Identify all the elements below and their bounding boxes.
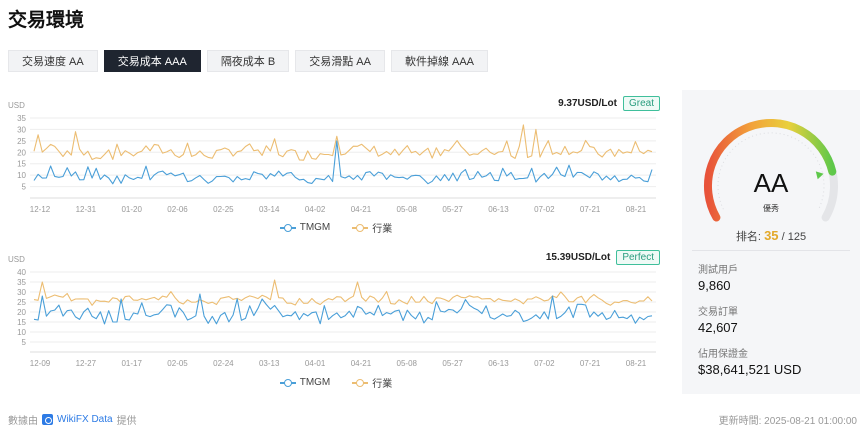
rank-line: 排名: 35 / 125 bbox=[682, 228, 860, 244]
x-tick-label: 07-21 bbox=[580, 205, 601, 214]
stat-value-margin: $38,641,521 USD bbox=[698, 362, 802, 377]
y-tick-label: 35 bbox=[17, 278, 26, 287]
data-source-prefix: 數據由 bbox=[8, 416, 38, 427]
score-grade: AA bbox=[753, 168, 789, 198]
x-tick-label: 02-24 bbox=[213, 359, 234, 368]
x-tick-label: 05-27 bbox=[442, 359, 463, 368]
y-tick-label: 5 bbox=[22, 338, 27, 347]
y-tick-label: 10 bbox=[17, 328, 26, 337]
stat-label-orders: 交易訂單 bbox=[698, 307, 738, 318]
x-tick-label: 04-21 bbox=[351, 359, 372, 368]
y-tick-label: 40 bbox=[17, 268, 26, 277]
y-unit-label: USD bbox=[8, 101, 25, 110]
tab-overnight-cost[interactable]: 隔夜成本 B bbox=[206, 50, 290, 72]
tab-bar: 交易速度 AA 交易成本 AAA 隔夜成本 B 交易滑點 AA 軟件掉線 AAA bbox=[8, 50, 489, 72]
x-tick-label: 05-27 bbox=[442, 205, 463, 214]
y-tick-label: 30 bbox=[17, 125, 26, 134]
gauge-fill bbox=[703, 119, 837, 222]
y-tick-label: 30 bbox=[17, 288, 26, 297]
page-title: 交易環境 bbox=[8, 10, 85, 31]
x-tick-label: 01-17 bbox=[121, 359, 142, 368]
series-line-industry[interactable] bbox=[33, 279, 653, 306]
x-tick-label: 07-02 bbox=[534, 205, 555, 214]
y-tick-label: 25 bbox=[17, 137, 26, 146]
stat-label-margin: 佔用保證金 bbox=[698, 349, 748, 360]
data-source-brand[interactable]: WikiFX Data bbox=[57, 414, 113, 425]
x-tick-label: 07-21 bbox=[580, 359, 601, 368]
data-source-suffix: 提供 bbox=[116, 416, 137, 427]
series-line-tmgm[interactable] bbox=[33, 293, 653, 325]
chart-2-legend: TMGM 行業 bbox=[8, 375, 664, 390]
legend-item-industry[interactable]: 行業 bbox=[352, 375, 392, 390]
y-tick-label: 25 bbox=[17, 298, 26, 307]
y-unit-label: USD bbox=[8, 255, 25, 264]
x-tick-label: 08-21 bbox=[626, 359, 647, 368]
x-tick-label: 06-13 bbox=[488, 359, 509, 368]
gauge-pointer-icon bbox=[815, 171, 824, 180]
chart-1-legend: TMGM 行業 bbox=[8, 220, 664, 235]
x-tick-label: 02-05 bbox=[167, 359, 188, 368]
chart-2-header: 15.39USD/Lot Perfect bbox=[546, 250, 660, 265]
x-tick-label: 12-27 bbox=[76, 359, 97, 368]
y-tick-label: 20 bbox=[17, 148, 26, 157]
wikifx-logo-icon bbox=[42, 414, 53, 425]
rank-total: / 125 bbox=[781, 231, 807, 243]
y-tick-label: 10 bbox=[17, 171, 26, 180]
tab-trading-cost[interactable]: 交易成本 AAA bbox=[103, 50, 201, 72]
y-tick-label: 5 bbox=[22, 183, 27, 192]
x-tick-label: 04-21 bbox=[351, 205, 372, 214]
x-tick-label: 01-20 bbox=[121, 205, 142, 214]
stat-label-test-users: 測試用戶 bbox=[698, 265, 738, 276]
x-tick-label: 02-25 bbox=[213, 205, 234, 214]
chart-2-cost-value: 15.39USD/Lot bbox=[545, 252, 611, 263]
tab-disconnection[interactable]: 軟件掉線 AAA bbox=[390, 50, 489, 72]
x-tick-label: 05-08 bbox=[397, 359, 418, 368]
x-tick-label: 07-02 bbox=[534, 359, 555, 368]
tab-trading-speed[interactable]: 交易速度 AA bbox=[8, 50, 98, 72]
stat-value-orders: 42,607 bbox=[698, 320, 738, 335]
x-tick-label: 12-31 bbox=[76, 205, 97, 214]
tab-slippage[interactable]: 交易滑點 AA bbox=[295, 50, 385, 72]
y-tick-label: 15 bbox=[17, 160, 26, 169]
rank-value: 35 bbox=[764, 228, 779, 243]
x-tick-label: 02-06 bbox=[167, 205, 188, 214]
x-tick-label: 04-02 bbox=[305, 205, 326, 214]
chart-1-rating-badge: Great bbox=[622, 96, 660, 111]
y-tick-label: 35 bbox=[17, 114, 26, 123]
divider bbox=[692, 250, 850, 251]
y-tick-label: 15 bbox=[17, 318, 26, 327]
cost-chart-1: 9.37USD/Lot Great USD 35 30 25 20 15 10 5 12-12 1… bbox=[8, 96, 664, 236]
x-tick-label: 12-09 bbox=[30, 359, 51, 368]
x-tick-label: 08-21 bbox=[626, 205, 647, 214]
y-tick-label: 20 bbox=[17, 308, 26, 317]
update-time: 更新時間: 2025-08-21 01:00:00 bbox=[718, 416, 857, 427]
chart-1-header: 9.37USD/Lot Great bbox=[558, 96, 660, 111]
x-tick-label: 03-14 bbox=[259, 205, 280, 214]
stat-value-test-users: 9,860 bbox=[698, 278, 731, 293]
x-tick-label: 06-13 bbox=[488, 205, 509, 214]
x-tick-label: 12-12 bbox=[30, 205, 51, 214]
x-tick-label: 04-01 bbox=[305, 359, 326, 368]
x-tick-label: 03-13 bbox=[259, 359, 280, 368]
chart-1-plot[interactable]: USD 35 30 25 20 15 10 5 12-12 12-31 01-20 02-06 02-2… bbox=[8, 96, 664, 222]
rank-label: 排名: bbox=[735, 231, 761, 243]
legend-item-tmgm[interactable]: TMGM bbox=[279, 220, 330, 235]
score-gauge bbox=[703, 119, 838, 222]
legend-item-industry[interactable]: 行業 bbox=[352, 220, 392, 235]
chart-1-cost-value: 9.37USD/Lot bbox=[558, 98, 617, 109]
data-source: 數據由 WikiFX Data 提供 bbox=[8, 412, 137, 427]
legend-item-tmgm[interactable]: TMGM bbox=[279, 375, 330, 390]
score-grade-label: 優秀 bbox=[763, 204, 779, 213]
series-line-tmgm[interactable] bbox=[33, 140, 653, 185]
cost-chart-2: 15.39USD/Lot Perfect USD 40 35 30 25 20 15 10 5 1… bbox=[8, 250, 664, 395]
x-tick-label: 05-08 bbox=[397, 205, 418, 214]
series-line-industry[interactable] bbox=[33, 124, 653, 161]
score-panel: AA 優秀 排名: 35 / 125 測試用戶 9,860 交易訂單 42,60… bbox=[682, 90, 860, 394]
chart-2-rating-badge: Perfect bbox=[616, 250, 660, 265]
